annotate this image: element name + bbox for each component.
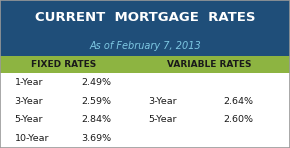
- Text: 10-Year: 10-Year: [14, 134, 49, 143]
- Text: CURRENT  MORTGAGE  RATES: CURRENT MORTGAGE RATES: [35, 11, 255, 24]
- Text: 5-Year: 5-Year: [14, 115, 43, 124]
- Text: 2.59%: 2.59%: [81, 97, 111, 106]
- Text: 1-Year: 1-Year: [14, 78, 43, 87]
- Text: 2.60%: 2.60%: [223, 115, 253, 124]
- Bar: [0, 0, 290, 36]
- Bar: [0, 36, 290, 56]
- Bar: [0, 56, 290, 73]
- Text: FIXED RATES: FIXED RATES: [31, 60, 96, 69]
- Text: As of February 7, 2013: As of February 7, 2013: [89, 41, 201, 51]
- Text: 2.84%: 2.84%: [81, 115, 111, 124]
- Text: 3-Year: 3-Year: [14, 97, 43, 106]
- Text: 2.49%: 2.49%: [81, 78, 111, 87]
- Text: 3-Year: 3-Year: [148, 97, 177, 106]
- Text: 2.64%: 2.64%: [223, 97, 253, 106]
- Text: 3.69%: 3.69%: [81, 134, 111, 143]
- Text: VARIABLE RATES: VARIABLE RATES: [166, 60, 251, 69]
- Text: 5-Year: 5-Year: [148, 115, 176, 124]
